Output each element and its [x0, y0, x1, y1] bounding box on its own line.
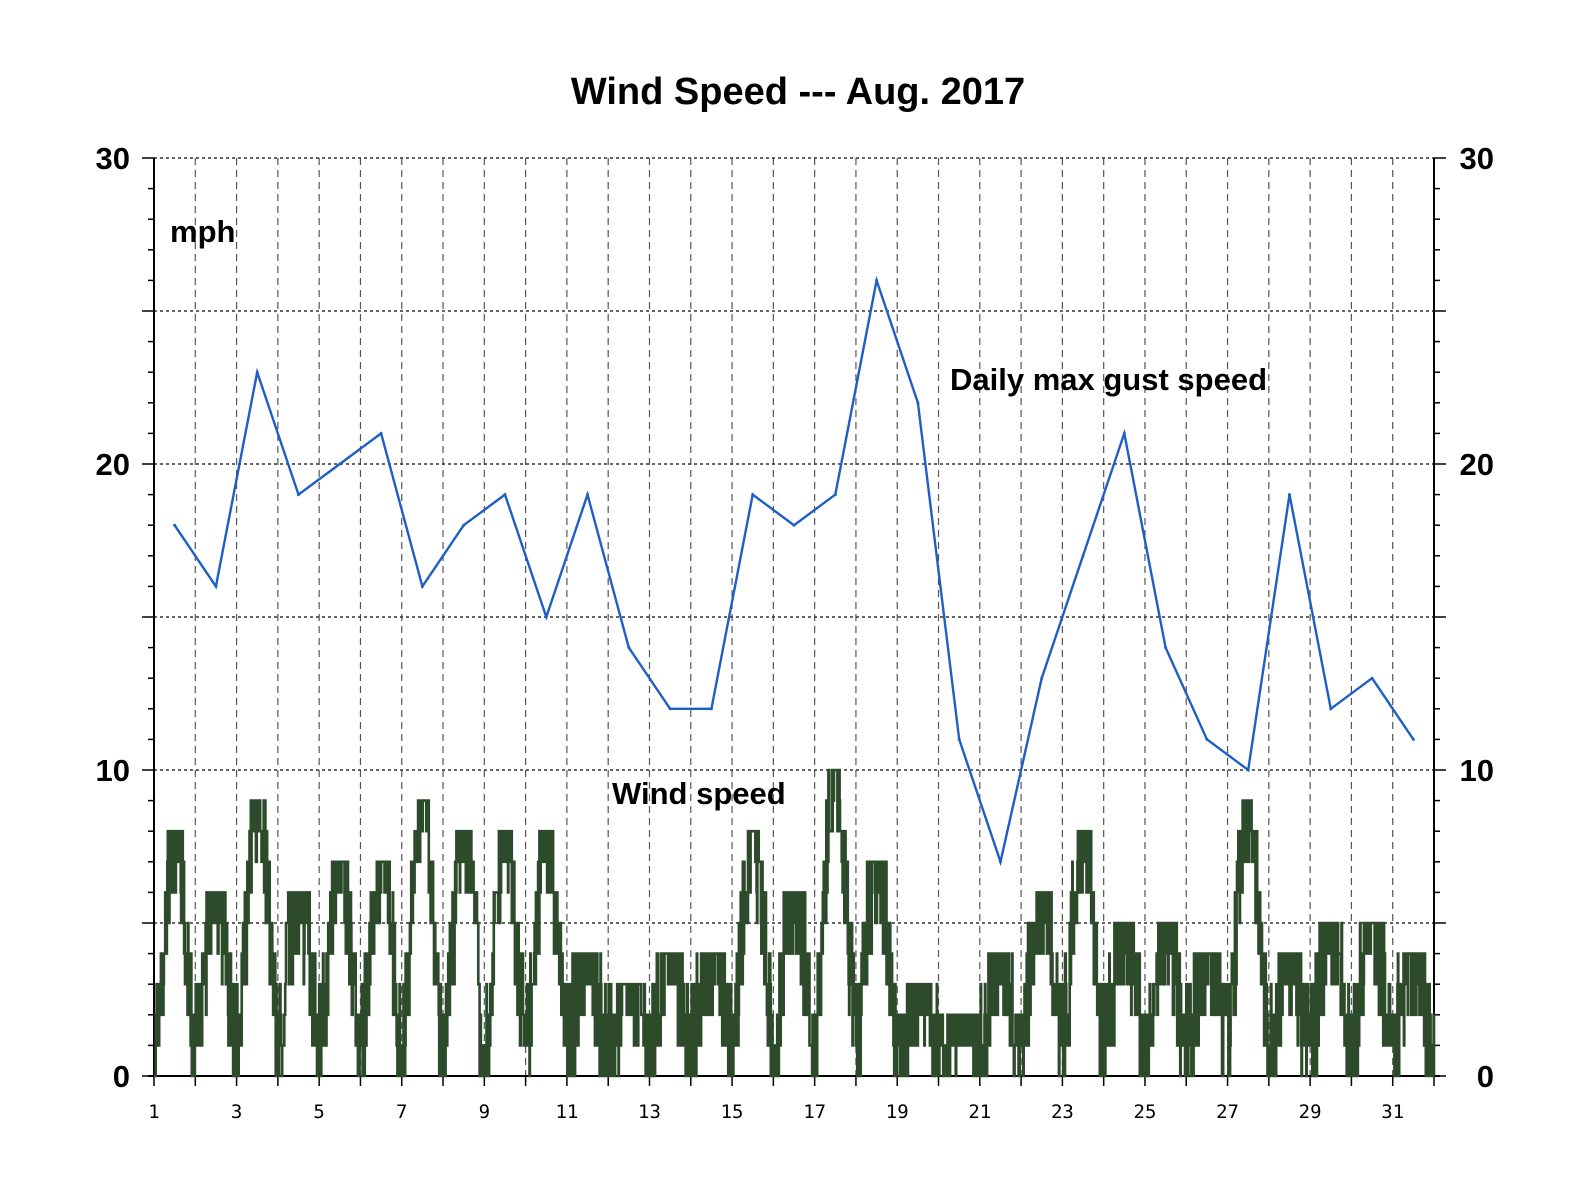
- gust-data-point: [1411, 737, 1415, 741]
- gust-data-point: [751, 493, 755, 497]
- gust-data-point: [1164, 646, 1168, 650]
- x-tick-label: 25: [1134, 1101, 1157, 1123]
- gust-data-point: [875, 278, 879, 282]
- x-tick-label: 17: [803, 1101, 826, 1123]
- y-tick-label-right: 20: [1460, 447, 1494, 482]
- y-tick-label-left: 0: [113, 1059, 130, 1094]
- gust-data-point: [297, 493, 301, 497]
- gust-data-point: [1287, 493, 1291, 497]
- gust-data-point: [462, 523, 466, 527]
- y-axis-right: 0 10 20 30: [1460, 141, 1494, 1094]
- x-tick-label: 31: [1381, 1101, 1404, 1123]
- gust-data-point: [586, 493, 590, 497]
- x-tick-label: 11: [555, 1101, 578, 1123]
- gust-data-point: [420, 584, 424, 588]
- y-tick-label-right: 0: [1477, 1059, 1494, 1094]
- x-tick-label: 15: [721, 1101, 744, 1123]
- gust-data-point: [957, 737, 961, 741]
- gust-data-point: [379, 431, 383, 435]
- x-tick-label: 3: [231, 1101, 242, 1123]
- gust-data-point: [1081, 554, 1085, 558]
- gust-data-point: [1246, 768, 1250, 772]
- gust-data-point: [998, 860, 1002, 864]
- grid: [154, 157, 1434, 1076]
- x-tick-label: 1: [148, 1101, 159, 1123]
- gust-data-point: [916, 401, 920, 405]
- y-axis-left: 0 10 20 30: [96, 141, 130, 1094]
- gust-data-point: [1329, 707, 1333, 711]
- wind-speed-series: [154, 768, 1436, 1078]
- y-tick-label-right: 10: [1460, 753, 1494, 788]
- x-tick-label: 23: [1051, 1101, 1074, 1123]
- gust-data-point: [503, 493, 507, 497]
- x-tick-label: 21: [968, 1101, 991, 1123]
- x-tick-label: 5: [313, 1101, 324, 1123]
- x-tick-label: 19: [886, 1101, 909, 1123]
- gust-data-point: [544, 615, 548, 619]
- x-tick-label: 13: [638, 1101, 661, 1123]
- x-tick-label: 27: [1216, 1101, 1239, 1123]
- y-tick-label-left: 10: [96, 753, 130, 788]
- gust-data-point: [1205, 737, 1209, 741]
- wind-series-label: Wind speed: [612, 776, 786, 811]
- unit-label: mph: [170, 214, 235, 249]
- x-tick-label: 9: [479, 1101, 490, 1123]
- gust-data-point: [1370, 676, 1374, 680]
- gust-data-point: [792, 523, 796, 527]
- wind-speed-line: [154, 768, 1436, 1078]
- x-tick-label: 29: [1299, 1101, 1322, 1123]
- gust-speed-series: [173, 275, 1415, 867]
- chart-title: Wind Speed --- Aug. 2017: [571, 71, 1025, 113]
- y-tick-label-right: 30: [1460, 141, 1494, 176]
- gust-data-point: [627, 646, 631, 650]
- gust-data-point: [1122, 431, 1126, 435]
- gust-data-point: [709, 707, 713, 711]
- y-tick-label-left: 20: [96, 447, 130, 482]
- y-tick-label-left: 30: [96, 141, 130, 176]
- x-tick-label: 7: [396, 1101, 407, 1123]
- gust-data-point: [668, 707, 672, 711]
- gust-data-point: [338, 462, 342, 466]
- gust-data-point: [173, 523, 177, 527]
- gust-series-label: Daily max gust speed: [950, 362, 1267, 397]
- gust-data-point: [833, 493, 837, 497]
- x-axis: 1 3 5 7 9 11 13 15 17 19 21 23 25 27 29 31: [148, 1101, 1404, 1123]
- gust-data-point: [1040, 676, 1044, 680]
- gust-data-point: [214, 584, 218, 588]
- gust-data-point: [255, 370, 259, 374]
